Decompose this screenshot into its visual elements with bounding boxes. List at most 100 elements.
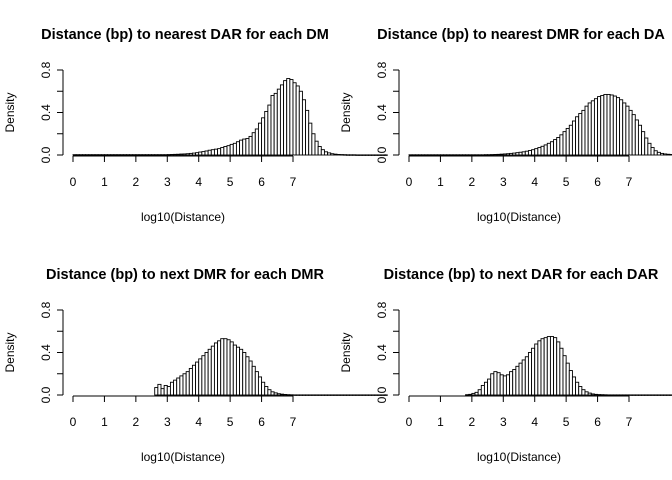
histogram-bar <box>179 153 184 156</box>
histogram-bar <box>364 394 369 396</box>
x-tick-label: 4 <box>195 175 202 189</box>
histogram-bar <box>314 394 319 396</box>
histogram-bar <box>543 337 548 396</box>
histogram-bar <box>289 79 294 156</box>
histogram-bar <box>619 394 624 396</box>
histogram-bar <box>157 154 162 156</box>
histogram-bar <box>188 152 193 156</box>
histogram-bar <box>487 378 492 396</box>
histogram-bar <box>85 154 90 156</box>
histogram-bar <box>248 135 253 156</box>
histogram-bar <box>204 352 209 396</box>
histogram-bar <box>590 100 595 156</box>
histogram-bar <box>502 375 507 396</box>
histogram-bar <box>537 147 542 156</box>
histogram-bar <box>257 376 263 396</box>
histogram-bar <box>531 347 536 396</box>
histogram-bar <box>653 150 658 156</box>
histogram-bar <box>647 142 652 156</box>
histogram-bar <box>575 381 580 396</box>
x-tick-label: 2 <box>469 175 476 189</box>
histogram-bar <box>474 391 479 396</box>
histogram-bar <box>625 105 630 156</box>
histogram-bar <box>449 154 454 156</box>
histogram-bar <box>518 151 523 156</box>
histogram-bar <box>496 372 501 396</box>
x-tick-label: 0 <box>70 415 77 429</box>
histogram-bar <box>301 99 307 156</box>
x-tick-label: 0 <box>406 175 413 189</box>
histogram-bar <box>568 370 573 396</box>
histogram-bar <box>565 127 570 156</box>
histogram-bar <box>107 154 112 156</box>
y-tick-label: 0.8 <box>375 61 389 78</box>
histogram-bar <box>534 148 539 156</box>
histogram-bars <box>154 338 388 396</box>
histogram-bar <box>647 394 652 396</box>
histogram-bar <box>358 394 363 396</box>
histogram-bar <box>195 152 200 156</box>
histogram-bar <box>653 394 658 396</box>
histogram-bar <box>330 153 335 156</box>
x-tick-label: 4 <box>531 415 538 429</box>
histogram-bar <box>531 149 536 156</box>
histogram-bar <box>358 154 363 156</box>
x-tick-label: 5 <box>563 175 570 189</box>
histogram-bar <box>141 154 146 156</box>
histogram-bar <box>490 154 495 156</box>
x-tick-label: 1 <box>101 415 108 429</box>
histogram-bar <box>113 154 118 156</box>
histogram-bar <box>119 154 124 156</box>
histogram-bar <box>553 139 558 156</box>
histogram-bar <box>314 140 319 156</box>
x-tick-label: 5 <box>227 175 234 189</box>
histogram-bar <box>659 152 665 156</box>
histogram-bar <box>581 389 586 396</box>
histogram-bar <box>443 154 448 156</box>
histogram-bar <box>185 153 190 156</box>
histogram-bar <box>543 144 548 156</box>
histogram-bar <box>480 154 485 156</box>
histogram-bar <box>559 347 564 396</box>
y-axis-label: Density <box>3 332 17 372</box>
histogram-bar <box>477 154 482 156</box>
histogram-bar <box>276 393 281 396</box>
histogram-bar <box>94 154 99 156</box>
histogram-bar <box>311 394 316 396</box>
histogram-bar <box>195 361 200 396</box>
histogram-bar <box>383 394 388 396</box>
histogram-bar <box>295 85 300 156</box>
histogram-bar <box>631 394 636 396</box>
y-tick-label: 0.8 <box>39 301 53 318</box>
histogram-bar <box>330 394 335 396</box>
histogram-bar <box>600 394 605 396</box>
histogram-bar <box>355 154 360 156</box>
histogram-bar <box>352 154 357 156</box>
histogram-bar <box>298 90 303 156</box>
histogram-bar <box>78 154 83 156</box>
histogram-bar <box>176 377 181 396</box>
histogram-bar <box>191 364 197 396</box>
histogram-bar <box>644 394 649 396</box>
histogram-bar <box>355 394 360 396</box>
histogram-bar <box>333 394 338 396</box>
x-axis-label: log10(Distance) <box>477 210 561 224</box>
histogram-bar <box>597 394 602 396</box>
histogram-bar <box>493 154 498 156</box>
histogram-bar <box>408 154 413 156</box>
histogram-bar <box>261 117 266 156</box>
histogram-bar <box>157 383 162 396</box>
histogram-bar <box>204 150 209 156</box>
histogram-bar <box>502 153 507 156</box>
histogram-bars <box>465 336 672 396</box>
x-tick-label: 6 <box>594 175 601 189</box>
histogram-bar <box>603 93 608 156</box>
x-tick-label: 1 <box>437 175 444 189</box>
histogram-bar <box>349 154 354 156</box>
histogram-bar <box>644 137 649 156</box>
histogram-bar <box>461 154 467 156</box>
histogram-bar <box>556 137 561 156</box>
histogram-bar <box>213 342 219 396</box>
histogram-bar <box>650 147 655 156</box>
histogram-bar <box>499 153 504 156</box>
